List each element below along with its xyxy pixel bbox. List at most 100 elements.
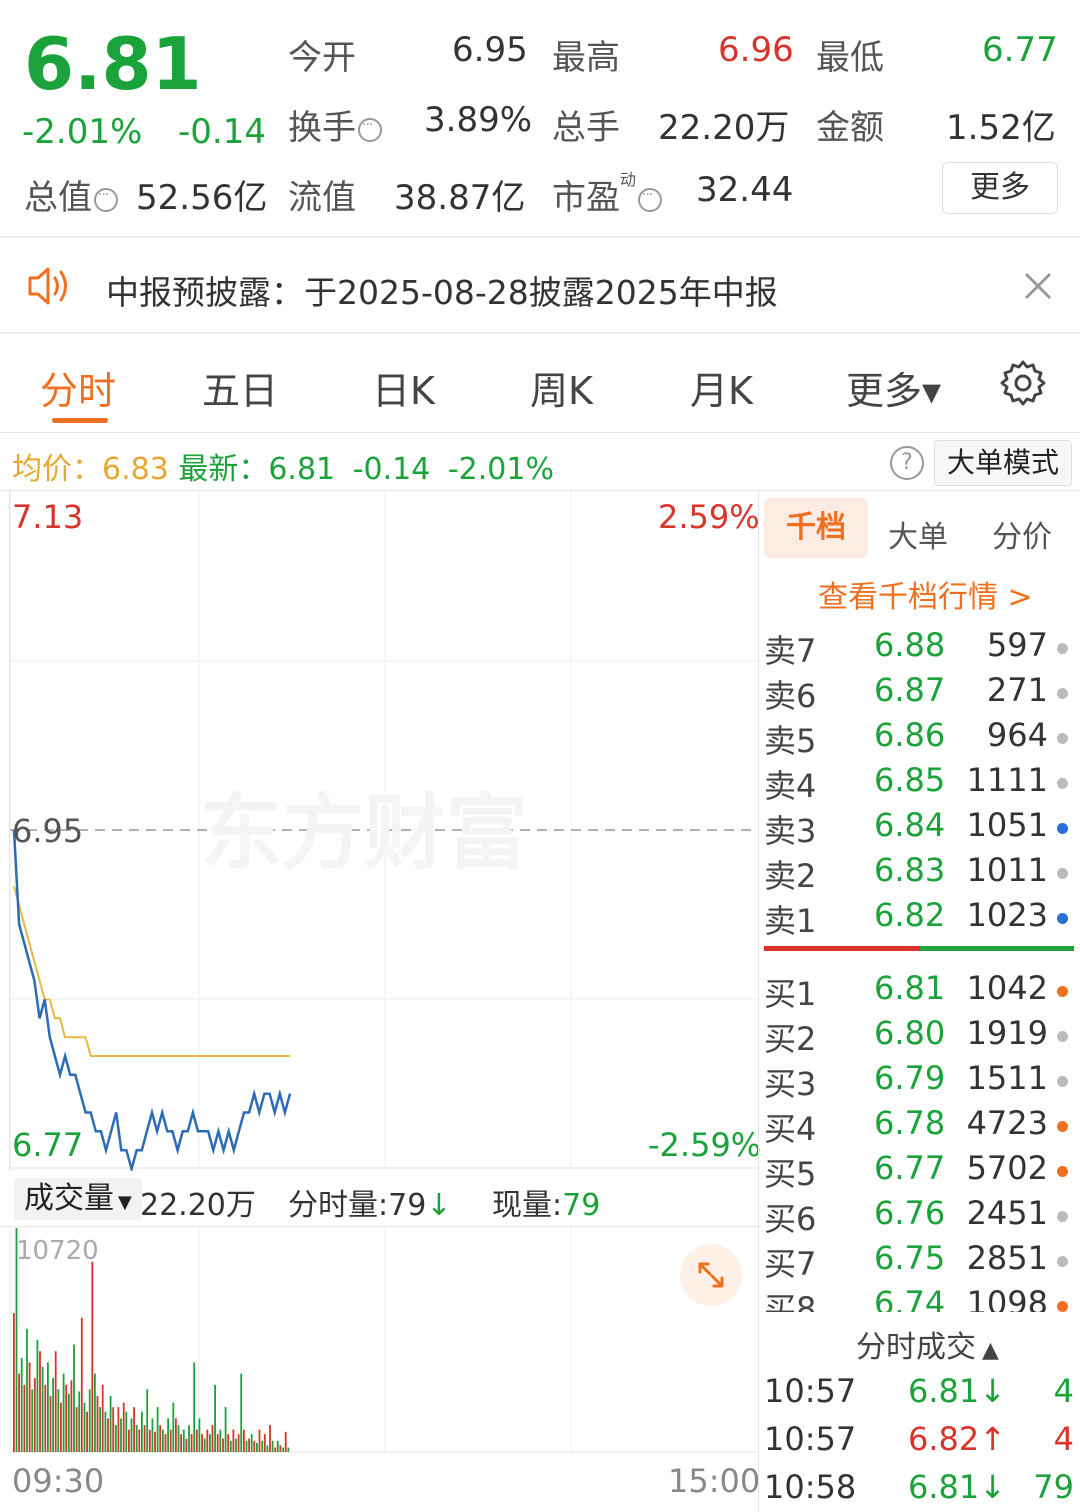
pct-top-label: 2.59% (658, 498, 760, 536)
big-order-mode-button[interactable]: 大单模式 (934, 440, 1072, 486)
notice-text[interactable]: 中报预披露：于2025-08-28披露2025年中报 (106, 273, 778, 312)
gear-icon[interactable] (998, 358, 1048, 408)
info-icon[interactable] (638, 187, 663, 212)
volume-bar (133, 1407, 135, 1452)
volume-total: 22.20万 (140, 1188, 256, 1223)
volume-bar (263, 1434, 266, 1452)
view-depth-link[interactable]: 查看千档行情 > (818, 580, 1033, 615)
trade-price: 6.81↓ (908, 1372, 1007, 1410)
volume-bar (188, 1425, 190, 1452)
bid-row[interactable]: 买4 6.78 4723 (764, 1104, 1080, 1149)
tab-big-order[interactable]: 大单 (888, 520, 948, 555)
volume-bar (83, 1402, 86, 1452)
x-start-label: 09:30 (12, 1462, 105, 1500)
y-mid-label: 6.95 (12, 812, 84, 850)
ask-label: 卖5 (764, 722, 817, 760)
ask-dot (1057, 778, 1068, 789)
tab-full-depth[interactable]: 千档 (764, 498, 868, 558)
volume-bar (182, 1429, 185, 1452)
bid-dot (1057, 1031, 1068, 1042)
caret-up-icon: ▲ (982, 1338, 999, 1363)
volume-bar (235, 1438, 237, 1452)
ask-label: 卖7 (764, 632, 817, 670)
ask-row[interactable]: 卖3 6.84 1051 (764, 806, 1080, 851)
volume-bar (167, 1418, 169, 1452)
more-button[interactable]: 更多 (942, 162, 1058, 214)
bid-price: 6.77 (874, 1149, 946, 1187)
tab-price-distribution[interactable]: 分价 (992, 520, 1052, 555)
high-value: 6.96 (718, 30, 794, 70)
volume-bar (209, 1434, 211, 1452)
volume-bar (117, 1407, 120, 1452)
price-chart[interactable]: 东方财富 (0, 491, 758, 1171)
tab-weekly-k[interactable]: 周K (530, 369, 593, 413)
bid-dot (1057, 1256, 1068, 1267)
volume-bar (78, 1391, 81, 1452)
bid-label: 买7 (764, 1245, 817, 1283)
bid-price: 6.79 (874, 1059, 946, 1097)
volume-bar (86, 1411, 88, 1452)
volume-bar (128, 1429, 130, 1452)
volume-max-label: 10720 (16, 1236, 99, 1266)
volume-bar (18, 1373, 20, 1452)
bid-label: 买3 (764, 1065, 817, 1103)
ask-qty: 1111 (966, 761, 1048, 799)
float-label: 流值 (288, 178, 356, 218)
ask-row[interactable]: 卖2 6.83 1011 (764, 851, 1080, 896)
ask-price: 6.86 (874, 716, 946, 754)
change-percent: -2.01% (22, 112, 143, 152)
expand-icon[interactable] (680, 1244, 742, 1306)
volume-bar (172, 1402, 175, 1452)
volume-bar (185, 1438, 188, 1452)
ask-row[interactable]: 卖1 6.82 1023 (764, 896, 1080, 941)
pct-bottom-label: -2.59% (648, 1126, 762, 1164)
volume-chart[interactable] (0, 1227, 758, 1455)
volume-bar (222, 1438, 224, 1452)
tab-daily-k[interactable]: 日K (372, 369, 435, 413)
volume-bar (41, 1366, 44, 1452)
mktcap-label[interactable]: 总值 (24, 170, 118, 219)
volume-bar (250, 1434, 253, 1452)
volume-bar (135, 1425, 138, 1452)
trade-time: 10:58 (764, 1468, 857, 1506)
bid-row[interactable]: 买1 6.81 1042 (764, 969, 1080, 1014)
volume-bar (224, 1407, 227, 1452)
amount-value: 1.52亿 (946, 108, 1056, 148)
close-icon[interactable] (1022, 270, 1054, 302)
info-icon[interactable] (94, 187, 118, 212)
tab-five-day[interactable]: 五日 (202, 369, 279, 413)
tab-intraday[interactable]: 分时 (40, 369, 117, 413)
volume-bar (284, 1431, 287, 1452)
bid-row[interactable]: 买5 6.77 5702 (764, 1149, 1080, 1194)
volume-bar (261, 1440, 264, 1452)
trades-title[interactable]: 分时成交 ▲ (856, 1330, 999, 1365)
volume-bar (141, 1411, 143, 1452)
bid-row[interactable]: 买2 6.80 1919 (764, 1014, 1080, 1059)
mktcap-value: 52.56亿 (136, 178, 268, 218)
help-icon[interactable]: ? (890, 446, 924, 480)
ask-row[interactable]: 卖5 6.86 964 (764, 716, 1080, 761)
volume-bar (271, 1440, 274, 1452)
trade-price: 6.82↑ (908, 1420, 1007, 1458)
volume-bar (198, 1418, 201, 1452)
chevron-down-icon: ▼ (118, 1192, 132, 1213)
ask-row[interactable]: 卖7 6.88 597 (764, 626, 1080, 671)
info-icon[interactable] (358, 117, 382, 142)
volume-bar (114, 1425, 117, 1452)
volume-selector[interactable]: 成交量 ▼ (14, 1178, 142, 1220)
volume-bar (73, 1344, 75, 1452)
pe-label[interactable]: 市盈动 (552, 170, 663, 219)
tab-monthly-k[interactable]: 月K (690, 369, 753, 413)
tab-more[interactable]: 更多▾ (846, 369, 942, 413)
turnover-label[interactable]: 换手 (288, 100, 382, 149)
ask-row[interactable]: 卖4 6.85 1111 (764, 761, 1080, 806)
volume-bar (15, 1228, 18, 1452)
price-line (12, 829, 292, 1171)
bid-row[interactable]: 买6 6.76 2451 (764, 1194, 1080, 1239)
bid-row[interactable]: 买7 6.75 2851 (764, 1239, 1080, 1284)
volume-bar (47, 1362, 49, 1452)
volume-bar (248, 1438, 250, 1452)
ask-price: 6.88 (874, 626, 946, 664)
bid-row[interactable]: 买3 6.79 1511 (764, 1059, 1080, 1104)
ask-row[interactable]: 卖6 6.87 271 (764, 671, 1080, 716)
